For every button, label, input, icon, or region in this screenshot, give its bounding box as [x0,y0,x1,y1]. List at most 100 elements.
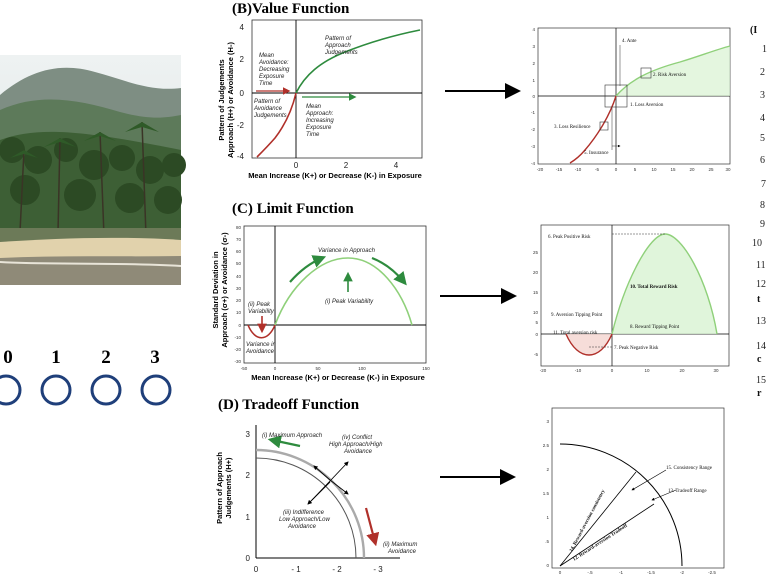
scale-option-1[interactable] [40,374,72,406]
svg-text:15: 15 [670,167,676,172]
svg-text:Variance in: Variance in [246,342,276,348]
limit-function-ylabel: Standard Deviation in Approach (σ+) or A… [211,232,229,348]
svg-text:Exposure: Exposure [306,125,332,131]
svg-text:Approach:: Approach: [305,111,334,117]
svg-text:2: 2 [246,471,251,480]
svg-text:2: 2 [546,467,549,472]
svg-text:Avoidance: Avoidance [387,549,417,555]
svg-text:-1: -1 [531,110,535,115]
svg-text:15: 15 [756,375,766,386]
svg-text:0: 0 [615,167,618,172]
svg-text:0: 0 [559,570,562,575]
svg-text:Approach (H+) or Avoidance (H-: Approach (H+) or Avoidance (H-) [226,42,235,158]
tradeoff-function-ylabel: Pattern of Approach Judgements (H+) [215,452,233,524]
value-function-title: (B)Value Function [232,1,350,17]
svg-text:0: 0 [254,565,259,574]
svg-text:Pattern of Judgements: Pattern of Judgements [217,59,226,140]
svg-text:-4: -4 [531,161,535,166]
svg-text:9. Aversion Tipping Point: 9. Aversion Tipping Point [551,313,603,318]
scale-label-1: 1 [51,347,61,368]
svg-text:-20: -20 [234,347,241,352]
svg-text:5: 5 [634,167,637,172]
svg-text:Low Approach/Low: Low Approach/Low [279,517,330,523]
svg-text:Avoidance: Avoidance [287,524,317,530]
svg-text:-3: -3 [531,144,535,149]
svg-text:8: 8 [760,200,765,211]
svg-text:2: 2 [240,55,245,64]
svg-text:0: 0 [611,368,614,373]
svg-text:3: 3 [760,90,765,101]
svg-text:Variance in Approach: Variance in Approach [318,248,376,254]
svg-text:- 3: - 3 [373,565,383,574]
svg-text:(iv) Conflict: (iv) Conflict [342,435,372,441]
svg-text:0: 0 [532,94,535,99]
svg-text:-4: -4 [237,152,245,161]
svg-text:Time: Time [259,81,273,87]
rating-scale: 0 1 2 3 [0,347,172,406]
svg-text:13. Tradeoff Range: 13. Tradeoff Range [668,489,707,494]
svg-text:4: 4 [760,113,765,124]
svg-text:Avoidance:: Avoidance: [258,60,289,66]
value-detail-yticks: 4 3 2 1 0 -1 -2 -3 -4 [531,27,536,166]
svg-text:Avoidance: Avoidance [245,349,275,355]
svg-text:.5: .5 [545,539,549,544]
svg-text:30: 30 [725,167,731,172]
svg-text:3. Loss Resilience: 3. Loss Resilience [554,125,591,130]
svg-text:20: 20 [533,270,539,275]
svg-text:-5: -5 [595,167,599,172]
svg-text:60: 60 [236,249,242,254]
svg-text:Pattern of: Pattern of [325,36,352,42]
svg-text:Judgements: Judgements [324,50,358,56]
svg-text:Avoidance: Avoidance [343,449,373,455]
svg-text:10: 10 [533,310,539,315]
svg-text:15: 15 [533,290,539,295]
scale-label-2: 2 [101,347,111,368]
svg-text:25: 25 [533,250,539,255]
svg-text:Mean: Mean [306,104,322,110]
svg-text:0: 0 [294,161,299,170]
scale-label-0: 0 [3,347,13,368]
svg-text:10: 10 [236,310,242,315]
svg-text:100: 100 [358,366,366,371]
svg-text:3: 3 [246,430,251,439]
svg-text:3: 3 [532,44,535,49]
scale-option-0[interactable] [0,374,22,406]
svg-text:c: c [757,354,762,365]
svg-text:Approach (σ+) or Avoidance (σ-: Approach (σ+) or Avoidance (σ-) [220,232,229,348]
svg-text:Standard Deviation in: Standard Deviation in [211,251,220,329]
scale-option-3[interactable] [140,374,172,406]
svg-text:Approach: Approach [324,43,351,49]
svg-text:0: 0 [546,563,549,568]
svg-text:-1.5: -1.5 [647,570,655,575]
svg-text:15. Consistency Range: 15. Consistency Range [666,466,713,471]
svg-text:Time: Time [306,132,320,138]
svg-text:-15: -15 [556,167,563,172]
approach-curve [295,29,421,94]
svg-text:10: 10 [752,238,762,249]
svg-text:50: 50 [236,261,242,266]
svg-text:20: 20 [689,167,695,172]
svg-text:-20: -20 [537,167,544,172]
svg-text:1.5: 1.5 [543,491,550,496]
tradeoff-curve-inner [255,457,357,559]
svg-text:7: 7 [761,179,766,190]
svg-text:0: 0 [274,366,277,371]
limit-function-xlabel: Mean Increase (K+) or Decrease (K-) in E… [251,373,425,382]
svg-text:50: 50 [315,366,321,371]
svg-text:High Approach/High: High Approach/High [329,442,383,448]
svg-text:4: 4 [240,23,245,32]
svg-text:13: 13 [756,316,766,327]
svg-text:5: 5 [760,133,765,144]
svg-text:150: 150 [422,366,430,371]
svg-text:2.5: 2.5 [543,443,550,448]
svg-text:1: 1 [762,44,767,55]
svg-text:11. Total aversion risk: 11. Total aversion risk [553,331,598,336]
limit-function-title: (C) Limit Function [232,201,354,217]
value-detail-xticks: -20 -15 -10 -5 0 5 10 15 20 25 30 [537,167,731,172]
svg-text:5. Insurance: 5. Insurance [584,151,609,156]
svg-text:(ii) Peak: (ii) Peak [248,302,271,308]
svg-text:2. Risk Aversion: 2. Risk Aversion [653,73,687,78]
scale-option-2[interactable] [90,374,122,406]
svg-text:(I: (I [750,25,757,36]
